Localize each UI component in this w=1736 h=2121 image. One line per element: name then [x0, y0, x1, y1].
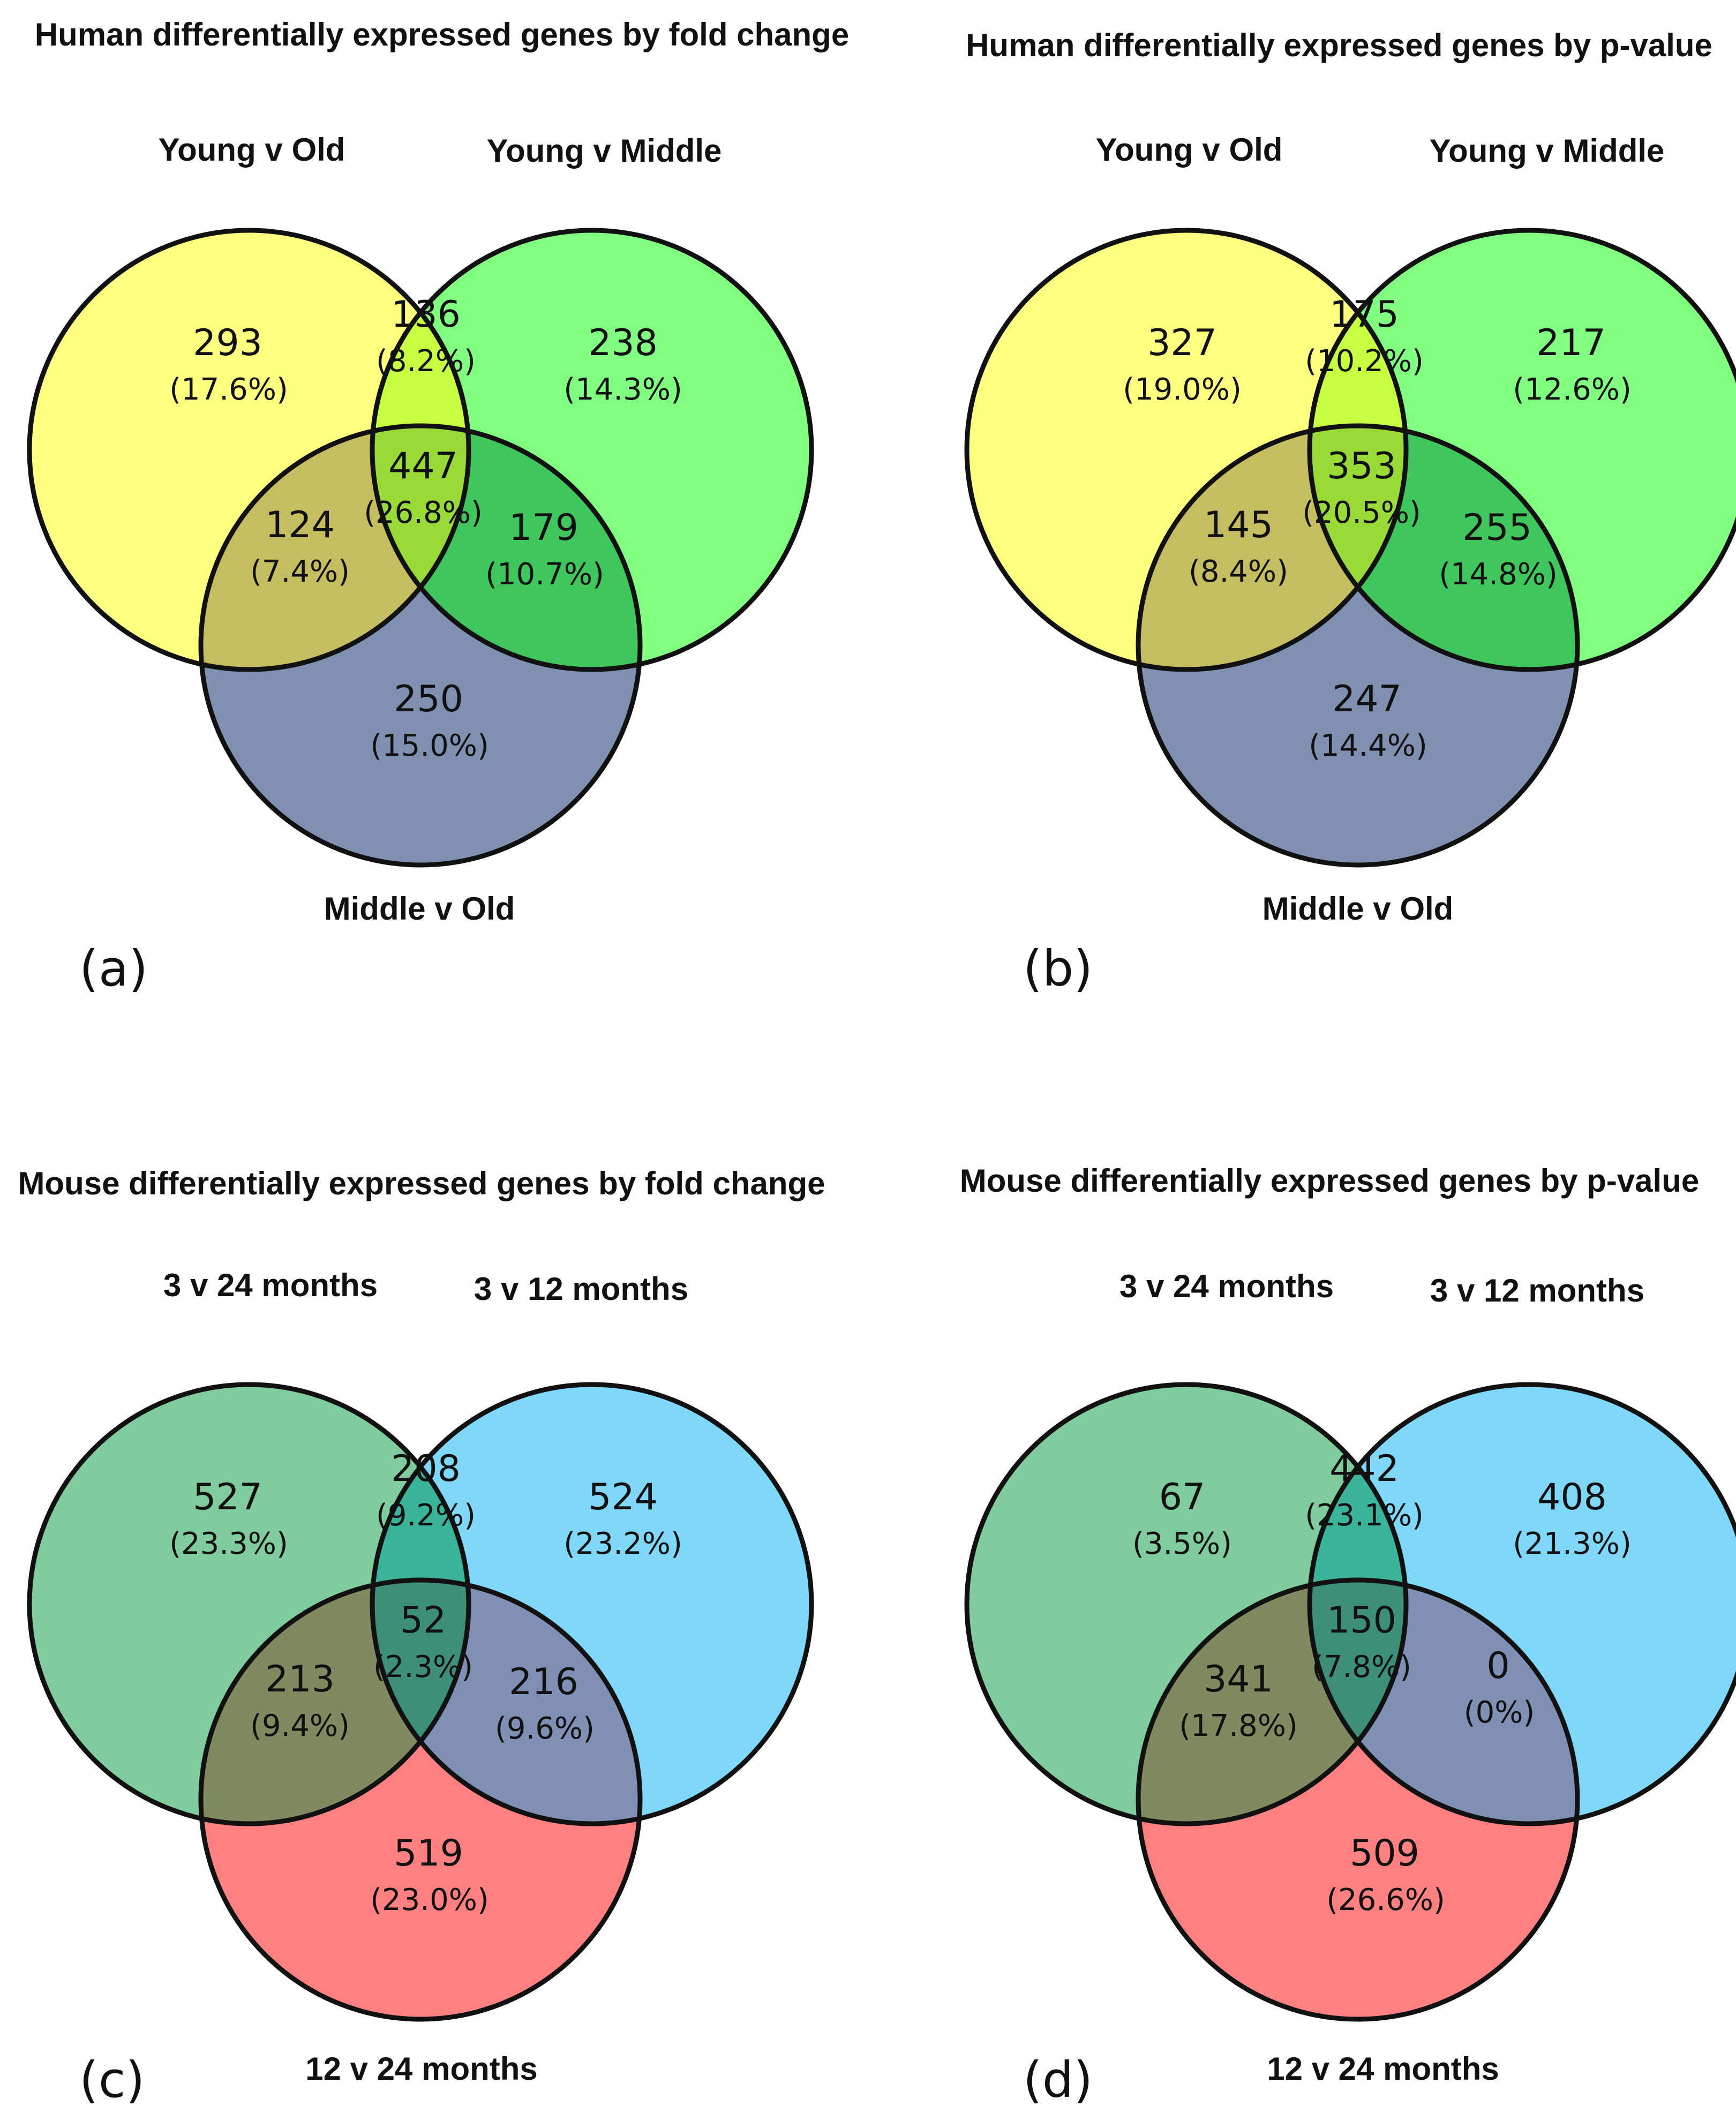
panel-a-label: (a) — [79, 940, 148, 997]
panel-b-set-b-label: Young v Middle — [1430, 133, 1665, 169]
panel-c-c-only-count: 519 — [394, 1832, 463, 1875]
panel-d-ab-count: 442 — [1329, 1448, 1399, 1490]
panel-d-c-only-count: 509 — [1350, 1832, 1419, 1875]
panel-d-label: (d) — [1023, 2051, 1093, 2109]
panel-d-bc-pct: (0%) — [1464, 1695, 1535, 1730]
panel-b-ac-count: 145 — [1204, 504, 1273, 546]
panel-c-b-only-count: 524 — [588, 1476, 658, 1518]
panel-b-ab-pct: (10.2%) — [1305, 344, 1424, 379]
panel-a-set-c-label: Middle v Old — [324, 891, 515, 927]
panel-c-title: Mouse differentially expressed genes by … — [18, 1165, 825, 1201]
panel-a-ac-count: 124 — [265, 504, 335, 546]
panel-b-bc-count: 255 — [1462, 507, 1532, 549]
panel-b-title: Human differentially expressed genes by … — [966, 27, 1712, 63]
panel-a-ab-count: 136 — [391, 294, 461, 336]
panel-a-set-b-circle — [370, 228, 814, 672]
panel-a-c-only-pct: (15.0%) — [370, 728, 489, 763]
panel-d-bc-count: 0 — [1486, 1645, 1509, 1687]
panel-c-set-a-circle — [27, 1382, 471, 1826]
panel-c-ab-count: 208 — [391, 1448, 461, 1490]
panel-c-set-a-label: 3 v 24 months — [163, 1267, 378, 1303]
panel-b-bc-pct: (14.8%) — [1439, 557, 1558, 592]
panel-d-title: Mouse differentially expressed genes by … — [960, 1163, 1699, 1199]
panel-b: Human differentially expressed genes by … — [964, 27, 1736, 997]
panel-b-abc-count: 353 — [1327, 445, 1396, 487]
panel-a-abc-pct: (26.8%) — [364, 495, 483, 530]
panel-b-a-only-pct: (19.0%) — [1123, 372, 1242, 407]
panel-b-b-only-count: 217 — [1536, 322, 1606, 364]
panel-d-set-c-circle — [1136, 1577, 1580, 2022]
panel-b-set-a-circle — [964, 228, 1409, 672]
panel-b-a-only-count: 327 — [1147, 322, 1217, 364]
panel-c-set-b-label: 3 v 12 months — [474, 1271, 688, 1307]
panel-b-abc-pct: (20.5%) — [1302, 495, 1421, 530]
panel-a-title: Human differentially expressed genes by … — [35, 17, 849, 52]
panel-d-abc-pct: (7.8%) — [1312, 1650, 1411, 1684]
panel-c-bc-pct: (9.6%) — [495, 1711, 595, 1746]
panel-a-bc-pct: (10.7%) — [485, 557, 604, 592]
panel-c-ab-pct: (9.2%) — [376, 1498, 476, 1533]
panel-a-c-only-count: 250 — [394, 678, 463, 720]
panel-b-set-c-circle — [1136, 423, 1580, 868]
panel-d-set-b-circle — [1307, 1382, 1736, 1826]
panel-a-b-only-pct: (14.3%) — [563, 372, 682, 407]
panel-d: Mouse differentially expressed genes by … — [960, 1163, 1736, 2109]
panel-a-ab-pct: (8.2%) — [376, 344, 476, 379]
panel-d-ac-pct: (17.8%) — [1179, 1709, 1298, 1743]
panel-c-b-only-pct: (23.2%) — [563, 1526, 682, 1561]
panel-a: Human differentially expressed genes by … — [27, 17, 849, 997]
panel-a-a-only-count: 293 — [193, 322, 262, 364]
panel-b-label: (b) — [1023, 940, 1093, 997]
panel-d-a-only-pct: (3.5%) — [1132, 1526, 1232, 1561]
panel-a-set-c-circle — [198, 423, 643, 868]
panel-c-set-c-circle — [198, 1577, 643, 2022]
panel-d-set-a-circle — [964, 1382, 1409, 1826]
panel-a-set-a-circle — [27, 228, 471, 672]
panel-d-ac-count: 341 — [1204, 1658, 1273, 1701]
panel-b-ab-count: 175 — [1329, 294, 1399, 336]
panel-d-a-only-count: 67 — [1159, 1476, 1206, 1518]
panel-d-set-c-label: 12 v 24 months — [1267, 2051, 1499, 2087]
panel-b-set-b-circle — [1307, 228, 1736, 672]
panel-d-abc-count: 150 — [1327, 1599, 1396, 1642]
panel-a-abc-count: 447 — [388, 445, 458, 487]
panel-c-a-only-pct: (23.3%) — [169, 1526, 288, 1561]
panel-d-b-only-count: 408 — [1537, 1476, 1607, 1518]
panel-c-ac-pct: (9.4%) — [250, 1709, 350, 1743]
panel-b-c-only-count: 247 — [1332, 678, 1402, 720]
panel-a-set-b-label: Young v Middle — [487, 133, 722, 169]
panel-c-label: (c) — [79, 2051, 145, 2109]
panel-b-ac-pct: (8.4%) — [1189, 554, 1288, 589]
panel-c-abc-pct: (2.3%) — [373, 1650, 473, 1684]
panel-d-c-only-pct: (26.6%) — [1326, 1883, 1445, 1917]
panel-c: Mouse differentially expressed genes by … — [18, 1165, 825, 2109]
panel-c-c-only-pct: (23.0%) — [370, 1883, 489, 1917]
panel-d-b-only-pct: (21.3%) — [1513, 1526, 1632, 1561]
panel-d-set-a-label: 3 v 24 months — [1119, 1268, 1334, 1304]
panel-a-a-only-pct: (17.6%) — [169, 372, 288, 407]
panel-b-set-a-label: Young v Old — [1096, 132, 1283, 168]
panel-a-bc-count: 179 — [509, 507, 578, 549]
panel-d-set-b-label: 3 v 12 months — [1430, 1273, 1644, 1308]
panel-c-a-only-count: 527 — [193, 1476, 262, 1518]
panel-b-b-only-pct: (12.6%) — [1513, 372, 1632, 407]
panel-b-set-c-label: Middle v Old — [1262, 891, 1454, 927]
panel-a-ac-pct: (7.4%) — [250, 554, 350, 589]
panel-c-set-c-label: 12 v 24 months — [305, 2051, 538, 2087]
panel-a-set-a-label: Young v Old — [159, 132, 345, 168]
panel-c-abc-count: 52 — [400, 1599, 447, 1642]
panel-a-b-only-count: 238 — [588, 322, 658, 364]
panel-c-set-b-circle — [370, 1382, 814, 1826]
panel-d-ab-pct: (23.1%) — [1305, 1498, 1424, 1533]
panel-c-bc-count: 216 — [509, 1661, 578, 1703]
panel-c-ac-count: 213 — [265, 1658, 335, 1701]
panel-b-c-only-pct: (14.4%) — [1309, 728, 1427, 763]
